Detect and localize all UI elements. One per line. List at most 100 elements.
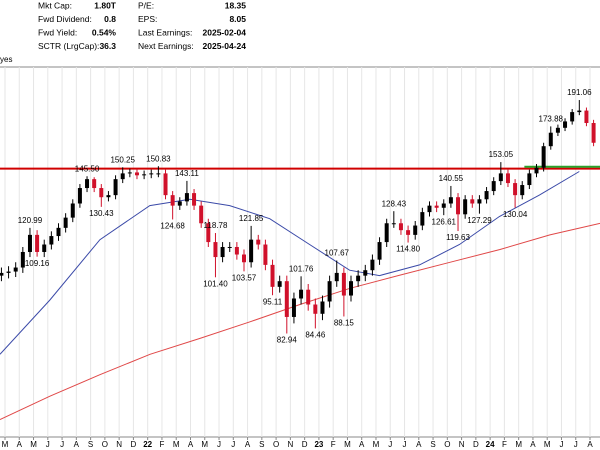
candle-body [127, 172, 132, 174]
price-label: 128.43 [382, 199, 407, 208]
candle-body [35, 234, 40, 252]
x-tick-label: A [74, 440, 80, 449]
price-label: 84.46 [305, 331, 326, 340]
candle-body [341, 272, 346, 296]
candle-body [106, 195, 111, 198]
candle-body [134, 172, 139, 176]
candle-body [49, 236, 54, 245]
candle-body [420, 212, 425, 226]
x-tick-label: J [403, 440, 407, 449]
candle-body [270, 264, 275, 287]
info-label: SCTR (LrgCap): [38, 41, 99, 51]
x-tick-label: M [201, 440, 208, 449]
candle-body [484, 191, 489, 200]
info-value: 18.35 [225, 0, 247, 10]
candle-body [577, 110, 582, 113]
info-value: 1.80T [94, 0, 117, 10]
info-label: EPS: [138, 14, 157, 24]
x-tick-label: A [245, 440, 251, 449]
candle-body [241, 254, 246, 263]
x-tick-label: M [515, 440, 522, 449]
x-tick-label: S [430, 440, 435, 449]
candle-body [27, 234, 32, 252]
candle-body [349, 281, 354, 296]
price-label: 127.29 [467, 216, 492, 225]
price-label: 126.61 [432, 217, 457, 226]
candle-body [277, 281, 282, 287]
candle-body [199, 205, 204, 224]
candle-body [570, 112, 575, 122]
price-label: 173.88 [539, 115, 564, 124]
candle-body [313, 304, 318, 314]
price-label: 101.76 [289, 264, 314, 273]
price-label: 191.06 [567, 88, 592, 97]
candle-body [234, 246, 239, 255]
price-label: 118.78 [204, 221, 228, 230]
x-tick-label: O [273, 440, 279, 449]
candle-body [334, 272, 339, 282]
x-tick-label: J [574, 440, 578, 449]
info-value: 8.05 [229, 14, 246, 24]
candle-body [441, 203, 446, 208]
x-tick-label: M [173, 440, 180, 449]
candle-body [220, 246, 225, 258]
x-tick-label: F [331, 440, 336, 449]
info-label: Next Earnings: [138, 41, 194, 51]
candle-body [13, 267, 18, 272]
price-label: 130.04 [503, 210, 528, 219]
x-tick-label: D [131, 440, 137, 449]
x-tick-label: 22 [143, 440, 152, 449]
moving-average [0, 222, 600, 420]
price-label: 150.25 [110, 155, 135, 164]
candle-body [213, 242, 218, 258]
candle-body [149, 173, 154, 175]
price-label: 143.11 [175, 169, 199, 178]
x-tick-label: J [46, 440, 50, 449]
candle-body [113, 179, 118, 196]
x-tick-label: N [287, 440, 293, 449]
x-tick-label: J [559, 440, 563, 449]
candle-body [491, 181, 496, 192]
x-tick-label: A [530, 440, 536, 449]
price-label: 121.85 [239, 214, 264, 223]
candle-body [263, 244, 268, 265]
candle-body [206, 223, 211, 243]
candle-body [384, 223, 389, 243]
candle-body [0, 272, 4, 276]
candle-body [92, 179, 97, 189]
x-tick-label: S [259, 440, 264, 449]
candle-body [120, 173, 125, 180]
x-tick-label: A [587, 440, 593, 449]
candle-body [470, 199, 475, 204]
candle-body [534, 167, 539, 174]
candle-body [284, 281, 289, 317]
candle-body [541, 146, 546, 168]
info-label: Mkt Cap: [38, 0, 72, 10]
candle-body [520, 185, 525, 196]
price-label: 150.83 [146, 154, 171, 163]
x-tick-label: J [388, 440, 392, 449]
info-value: 36.3 [99, 41, 116, 51]
candle-body [70, 203, 75, 218]
info-label: P/E: [138, 0, 154, 10]
price-label: 103.57 [232, 273, 257, 282]
candle-body [142, 174, 147, 176]
candle-body [505, 173, 510, 184]
x-tick-label: F [502, 440, 507, 449]
candle-body [77, 188, 82, 204]
info-label: Fwd Dividend: [38, 14, 92, 24]
x-tick-label: S [88, 440, 93, 449]
x-tick-label: A [188, 440, 194, 449]
candle-body [63, 217, 68, 228]
candle-body [320, 301, 325, 314]
candle-body [591, 123, 596, 143]
candle-body [85, 179, 90, 189]
candle-body [291, 298, 296, 317]
x-tick-label: A [416, 440, 422, 449]
candle-body [184, 193, 189, 202]
x-tick-label: J [60, 440, 64, 449]
x-tick-label: O [102, 440, 108, 449]
x-tick-label: F [160, 440, 165, 449]
